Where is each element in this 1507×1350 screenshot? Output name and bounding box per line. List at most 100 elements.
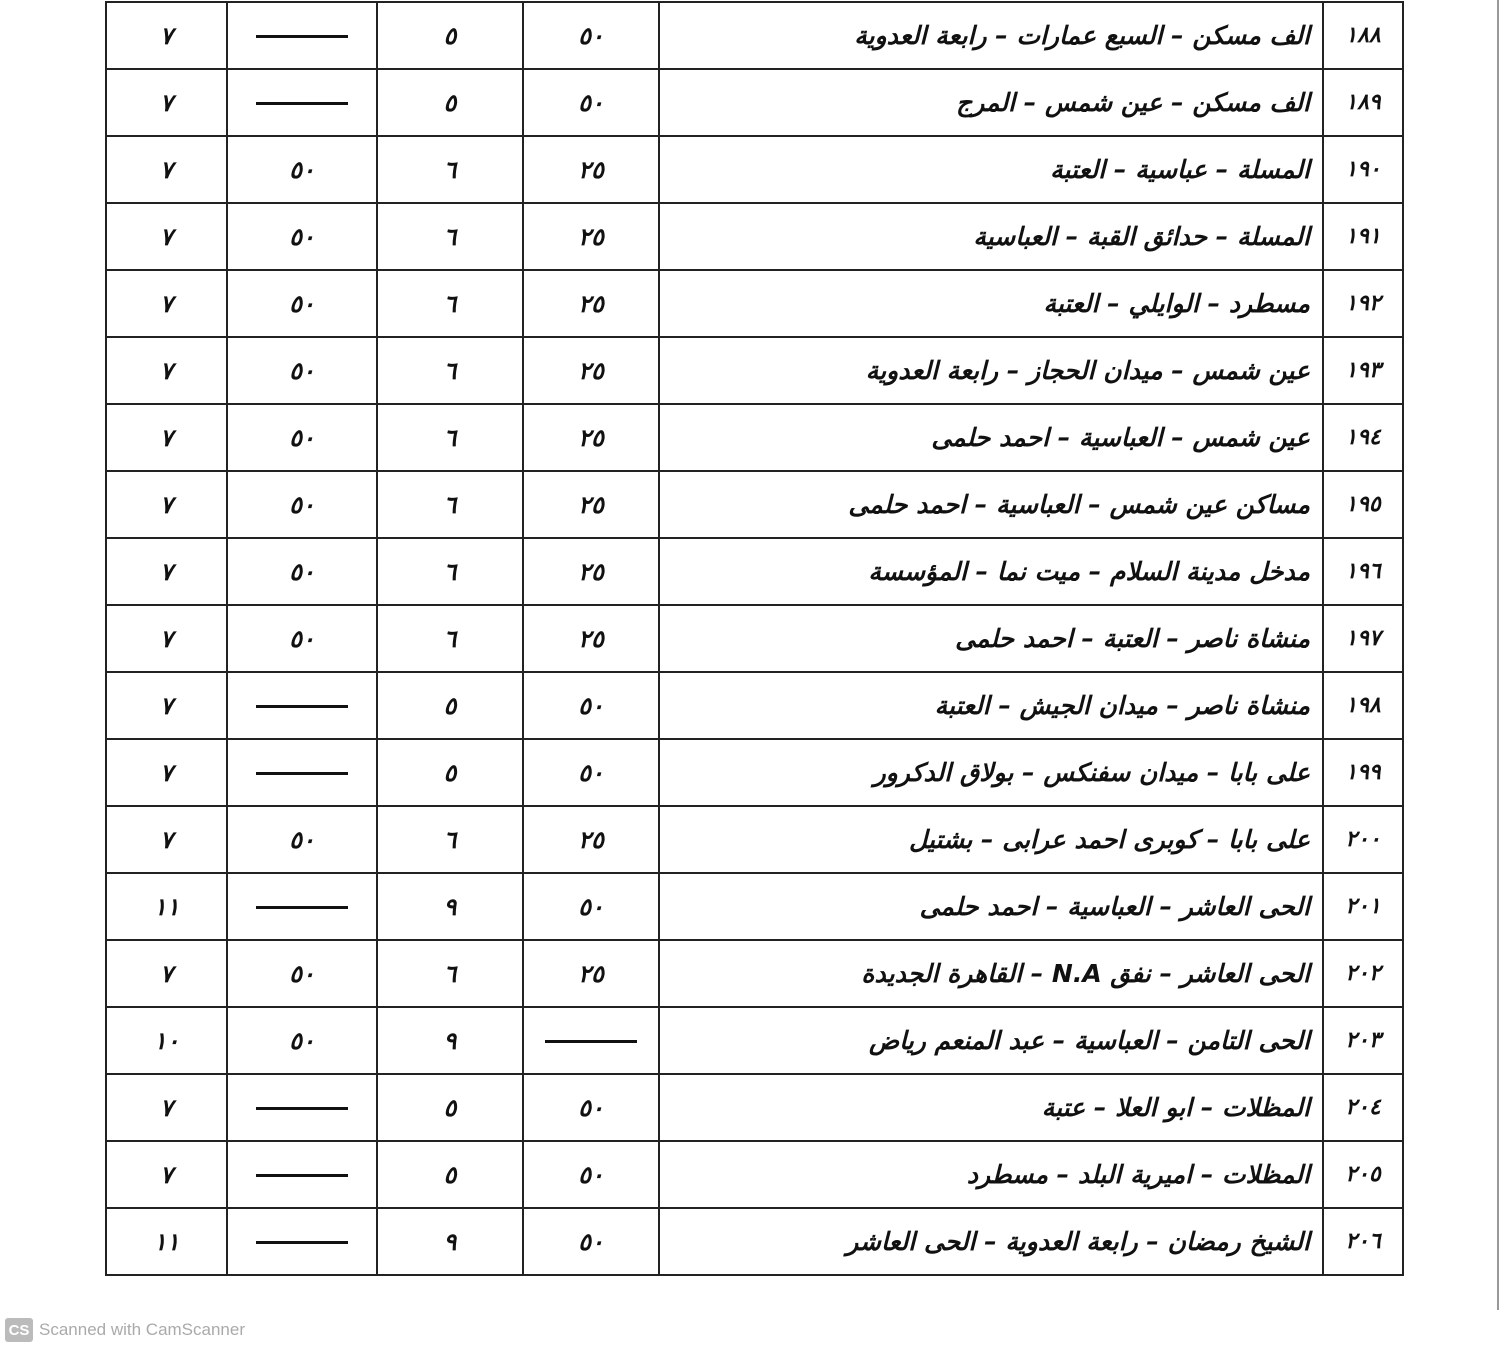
value-col-3: ٢٥ [578, 155, 604, 184]
routes-table: ١٨٨ الف مسكن – السبع عمارات – رابعة العدو… [105, 1, 1404, 1276]
value-col-5: ٥٠ [289, 155, 315, 184]
value-col-3-cell: ٢٥ [522, 336, 660, 405]
row-number: ٢٠٤ [1345, 1095, 1381, 1120]
value-col-5-cell: — [226, 1, 378, 70]
value-col-3: ٢٥ [578, 222, 604, 251]
route-name: الف مسكن – السبع عمارات – رابعة العدوية [854, 21, 1310, 50]
route-name-cell: الحى العاشر – نفق N.A – القاهرة الجديدة [658, 939, 1324, 1008]
value-col-3: ٥٠ [578, 1160, 604, 1189]
value-col-3: ٢٥ [578, 423, 604, 452]
row-number: ٢٠٣ [1345, 1028, 1381, 1053]
value-col-5: ٥٠ [289, 423, 315, 452]
value-col-5: — [256, 102, 348, 105]
route-name: الحى العاشر – نفق N.A – القاهرة الجديدة [861, 959, 1310, 988]
value-col-6: ٧ [160, 155, 173, 184]
route-name-cell: المسلة – حدائق القبة – العباسية [658, 202, 1324, 271]
value-col-4: ٦ [443, 155, 457, 184]
value-col-6: ٧ [160, 624, 173, 653]
row-number-cell: ١٩٠ [1322, 135, 1404, 204]
route-name: مدخل مدينة السلام – ميت نما – المؤسسة [868, 557, 1310, 586]
value-col-5: — [256, 1174, 348, 1177]
value-col-5: ٥٠ [289, 624, 315, 653]
value-col-4-cell: ٩ [376, 872, 524, 941]
route-name: على بابا – ميدان سفنكس – بولاق الدكرور [873, 758, 1310, 787]
row-number-cell: ٢٠٠ [1322, 805, 1404, 874]
value-col-5-cell: ٥٠ [226, 269, 378, 338]
value-col-6: ٧ [160, 356, 173, 385]
row-number: ٢٠٠ [1345, 827, 1381, 852]
value-col-6-cell: ٧ [105, 202, 228, 271]
value-col-4: ٩ [443, 892, 457, 921]
value-col-3-cell: — [522, 1006, 660, 1075]
row-number: ١٩١ [1345, 224, 1381, 249]
row-number-cell: ١٩٩ [1322, 738, 1404, 807]
row-number: ١٨٩ [1345, 90, 1381, 115]
value-col-6-cell: ٧ [105, 738, 228, 807]
value-col-5-cell: ٥٠ [226, 202, 378, 271]
value-col-5: ٥٠ [289, 1026, 315, 1055]
table-row: ١٩٢ مسطرد – الوايلي – العتبة ٢٥ ٦ ٥٠ ٧ [105, 269, 1404, 338]
value-col-5-cell: — [226, 738, 378, 807]
value-col-5-cell: — [226, 671, 378, 740]
value-col-4-cell: ٦ [376, 537, 524, 606]
value-col-6: ٧ [160, 289, 173, 318]
value-col-6: ٧ [160, 825, 173, 854]
table-row: ١٨٩ الف مسكن – عين شمس – المرج ٥٠ ٥ — ٧ [105, 68, 1404, 137]
value-col-4: ٥ [443, 1160, 457, 1189]
route-name-cell: المظلات – اميرية البلد – مسطرد [658, 1140, 1324, 1209]
value-col-5: — [256, 35, 348, 38]
value-col-3-cell: ٢٥ [522, 403, 660, 472]
route-name-cell: الحى العاشر – العباسية – احمد حلمى [658, 872, 1324, 941]
row-number-cell: ١٩٦ [1322, 537, 1404, 606]
table-row: ١٩٤ عين شمس – العباسية – احمد حلمى ٢٥ ٦ ٥٠ ٧ [105, 403, 1404, 472]
value-col-3-cell: ٢٥ [522, 537, 660, 606]
value-col-5-cell: ٥٠ [226, 403, 378, 472]
route-name: مساكن عين شمس – العباسية – احمد حلمى [848, 490, 1310, 519]
table-row: ١٩٥ مساكن عين شمس – العباسية – احمد حلمى ٢… [105, 470, 1404, 539]
value-col-5-cell: — [226, 1207, 378, 1276]
value-col-5: ٥٠ [289, 825, 315, 854]
value-col-5-cell: ٥٠ [226, 537, 378, 606]
value-col-5: ٥٠ [289, 490, 315, 519]
row-number-cell: ٢٠٣ [1322, 1006, 1404, 1075]
value-col-6: ٧ [160, 557, 173, 586]
value-col-4: ٦ [443, 825, 457, 854]
table-row: ١٨٨ الف مسكن – السبع عمارات – رابعة العدو… [105, 1, 1404, 70]
value-col-6-cell: ٧ [105, 470, 228, 539]
value-col-6: ٧ [160, 88, 173, 117]
value-col-3: ٥٠ [578, 21, 604, 50]
route-name-cell: عين شمس – العباسية – احمد حلمى [658, 403, 1324, 472]
table-row: ١٩٩ على بابا – ميدان سفنكس – بولاق الدكرو… [105, 738, 1404, 807]
value-col-6: ٧ [160, 490, 173, 519]
row-number-cell: ١٩١ [1322, 202, 1404, 271]
table-row: ٢٠٣ الحى التامن – العباسية – عبد المنعم ر… [105, 1006, 1404, 1075]
row-number: ١٩٢ [1345, 291, 1381, 316]
value-col-6-cell: ١٠ [105, 1006, 228, 1075]
value-col-6: ٧ [160, 1160, 173, 1189]
value-col-6: ٧ [160, 1093, 173, 1122]
value-col-5: — [256, 1107, 348, 1110]
value-col-4-cell: ٦ [376, 336, 524, 405]
route-name-cell: المظلات – ابو العلا – عتبة [658, 1073, 1324, 1142]
value-col-3-cell: ٢٥ [522, 269, 660, 338]
value-col-5-cell: — [226, 1073, 378, 1142]
route-name-cell: منشاة ناصر – ميدان الجيش – العتبة [658, 671, 1324, 740]
value-col-6-cell: ٧ [105, 604, 228, 673]
value-col-3-cell: ٥٠ [522, 872, 660, 941]
value-col-6-cell: ٧ [105, 1073, 228, 1142]
route-name-cell: الف مسكن – عين شمس – المرج [658, 68, 1324, 137]
value-col-4: ٥ [443, 758, 457, 787]
value-col-6: ٧ [160, 691, 173, 720]
row-number-cell: ٢٠٢ [1322, 939, 1404, 1008]
value-col-4-cell: ٩ [376, 1006, 524, 1075]
value-col-3: ٥٠ [578, 892, 604, 921]
row-number-cell: ١٩٣ [1322, 336, 1404, 405]
row-number: ١٩٣ [1345, 358, 1381, 383]
value-col-5-cell: ٥٠ [226, 1006, 378, 1075]
route-name: المظلات – ابو العلا – عتبة [1041, 1093, 1310, 1122]
value-col-4-cell: ٦ [376, 939, 524, 1008]
table-row: ١٩٦ مدخل مدينة السلام – ميت نما – المؤسسة… [105, 537, 1404, 606]
value-col-5: ٥٠ [289, 557, 315, 586]
value-col-3: ٥٠ [578, 758, 604, 787]
value-col-4-cell: ٥ [376, 738, 524, 807]
